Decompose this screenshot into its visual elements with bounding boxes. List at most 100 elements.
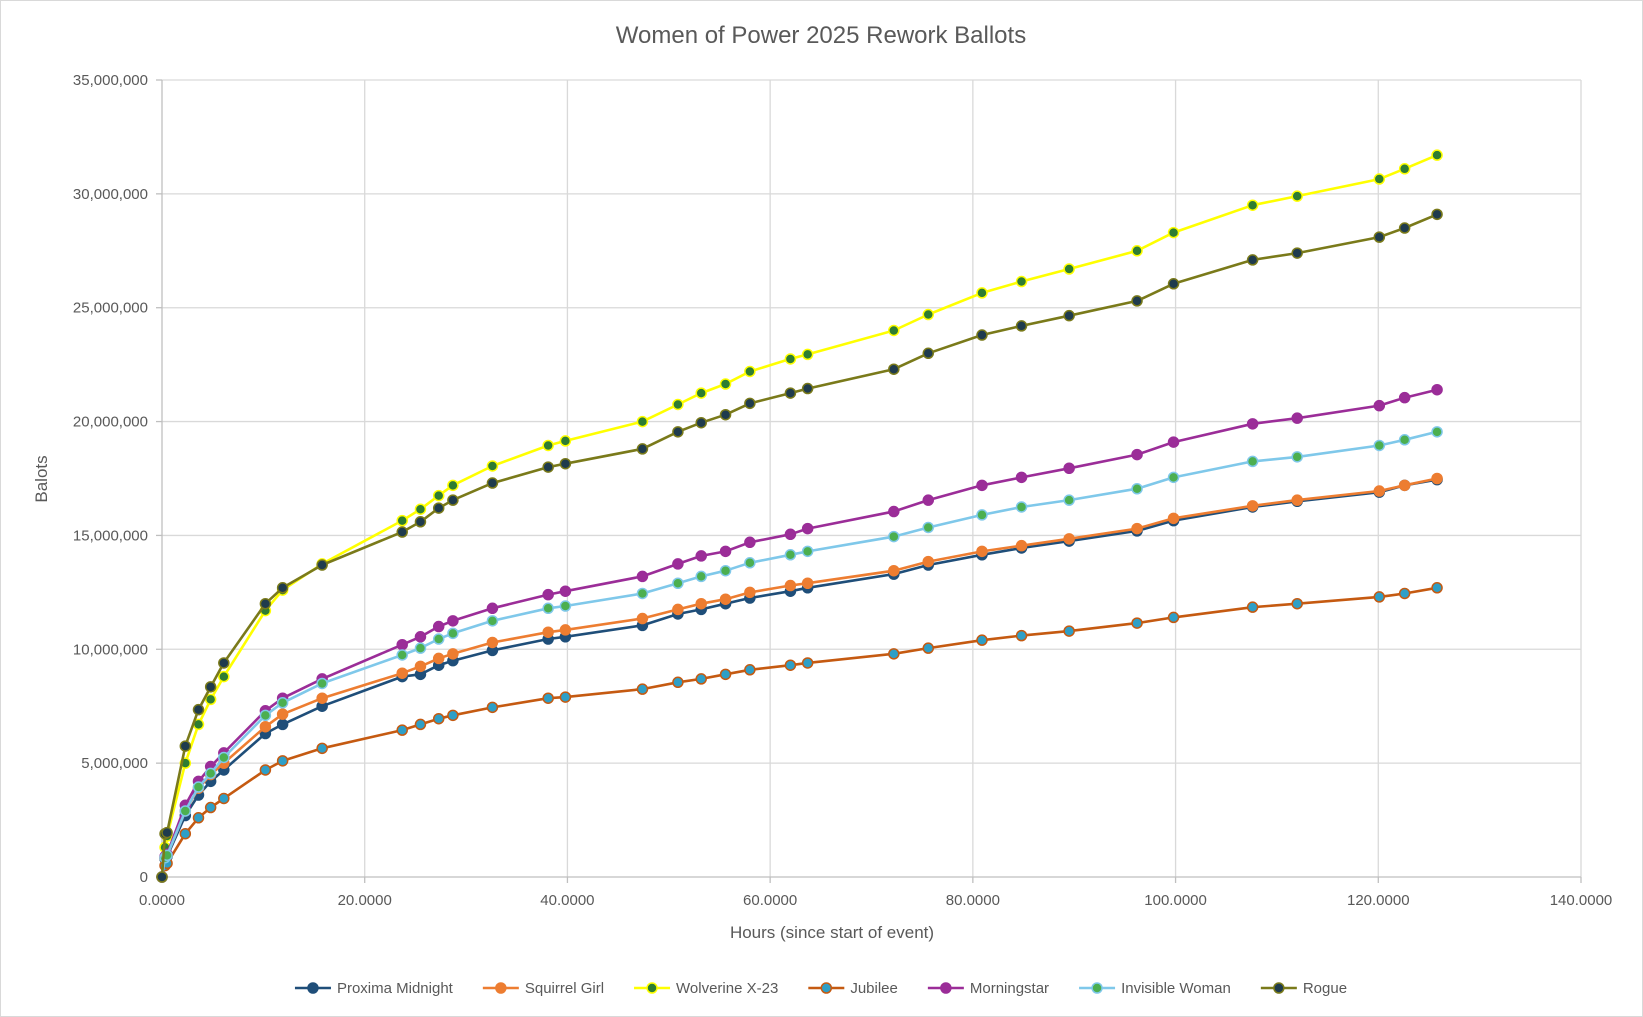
data-point bbox=[672, 577, 684, 589]
data-point bbox=[276, 718, 289, 731]
data-point bbox=[1063, 494, 1075, 506]
data-point bbox=[1398, 222, 1411, 234]
data-point bbox=[396, 724, 408, 736]
legend: Proxima Midnight Squirrel Girl Wolverine X… bbox=[294, 980, 1347, 997]
data-point bbox=[1431, 426, 1443, 438]
data-point bbox=[801, 657, 814, 669]
data-point bbox=[719, 668, 732, 681]
x-tick-label: 80.0000 bbox=[946, 892, 1000, 909]
x-tick-label: 0.0000 bbox=[139, 892, 185, 909]
data-point bbox=[922, 642, 935, 654]
data-point bbox=[542, 692, 554, 704]
data-point bbox=[719, 408, 732, 421]
data-point bbox=[976, 287, 988, 299]
data-point bbox=[396, 638, 408, 651]
data-point bbox=[695, 673, 707, 685]
data-point bbox=[1063, 462, 1075, 475]
data-point bbox=[1373, 591, 1386, 603]
data-point bbox=[559, 624, 572, 636]
series-invisible-woman bbox=[156, 426, 1443, 883]
legend-swatch-marker bbox=[495, 982, 507, 994]
data-point bbox=[719, 593, 732, 605]
data-point bbox=[316, 692, 328, 704]
data-point bbox=[559, 691, 572, 703]
data-point bbox=[719, 545, 732, 558]
data-point bbox=[1431, 149, 1443, 161]
data-point bbox=[1373, 485, 1386, 497]
data-point bbox=[1291, 451, 1303, 463]
data-point bbox=[179, 805, 192, 817]
data-point bbox=[486, 477, 499, 489]
data-point bbox=[259, 764, 272, 776]
data-point bbox=[636, 415, 649, 428]
series-group bbox=[156, 149, 1443, 883]
data-point bbox=[414, 718, 427, 731]
data-point bbox=[1291, 597, 1303, 610]
y-tick-label: 5,000,000 bbox=[81, 755, 148, 772]
data-point bbox=[976, 479, 988, 492]
data-point bbox=[976, 634, 988, 646]
x-axis-title: Hours (since start of event) bbox=[730, 923, 934, 942]
data-point bbox=[276, 755, 289, 767]
gridlines bbox=[162, 79, 1582, 877]
legend-item: Rogue bbox=[1260, 980, 1347, 997]
data-point bbox=[396, 649, 408, 661]
data-point bbox=[396, 667, 408, 679]
data-point bbox=[976, 509, 988, 521]
data-point bbox=[204, 693, 217, 706]
data-point bbox=[801, 348, 814, 361]
series-squirrel-girl bbox=[156, 472, 1443, 883]
legend-swatch-marker bbox=[646, 982, 658, 994]
legend-label: Rogue bbox=[1303, 980, 1347, 997]
data-point bbox=[922, 494, 935, 506]
legend-label: Proxima Midnight bbox=[337, 980, 454, 997]
data-point bbox=[672, 603, 684, 616]
data-point bbox=[744, 586, 756, 599]
data-point bbox=[1063, 263, 1075, 275]
data-point bbox=[922, 521, 935, 534]
legend-item: Jubilee bbox=[808, 980, 898, 997]
data-point bbox=[1167, 512, 1180, 525]
data-point bbox=[1063, 625, 1075, 637]
data-point bbox=[744, 397, 756, 410]
data-point bbox=[695, 550, 707, 562]
series-line bbox=[160, 478, 1438, 878]
data-point bbox=[1291, 190, 1303, 202]
series-line bbox=[160, 586, 1438, 878]
series-jubilee bbox=[156, 582, 1443, 883]
data-point bbox=[316, 559, 328, 571]
legend-label: Wolverine X-23 bbox=[676, 980, 778, 997]
data-point bbox=[801, 382, 814, 395]
data-point bbox=[192, 703, 205, 716]
data-point bbox=[784, 659, 797, 671]
data-point bbox=[192, 812, 205, 824]
data-point bbox=[1167, 611, 1180, 624]
data-point bbox=[719, 564, 732, 577]
data-point bbox=[179, 827, 192, 840]
data-point bbox=[922, 347, 935, 360]
data-point bbox=[1246, 455, 1259, 468]
data-point bbox=[888, 363, 900, 375]
data-point bbox=[259, 597, 272, 610]
data-point bbox=[486, 701, 499, 714]
data-point bbox=[204, 767, 217, 780]
data-point bbox=[218, 792, 230, 805]
data-point bbox=[432, 620, 445, 633]
series-rogue bbox=[156, 208, 1443, 883]
data-point bbox=[1167, 226, 1180, 239]
data-point bbox=[414, 660, 427, 673]
x-tick-label: 20.0000 bbox=[338, 892, 392, 909]
data-point bbox=[432, 489, 445, 502]
data-point bbox=[801, 522, 814, 535]
data-point bbox=[542, 602, 554, 615]
data-point bbox=[1131, 295, 1143, 307]
data-point bbox=[432, 633, 445, 645]
data-point bbox=[1373, 231, 1386, 243]
data-point bbox=[636, 683, 649, 695]
data-point bbox=[1373, 399, 1386, 412]
legend-label: Morningstar bbox=[970, 980, 1049, 997]
series-line bbox=[160, 477, 1438, 878]
series-wolverine-x-23 bbox=[156, 149, 1443, 883]
x-tick-label: 60.0000 bbox=[743, 892, 797, 909]
